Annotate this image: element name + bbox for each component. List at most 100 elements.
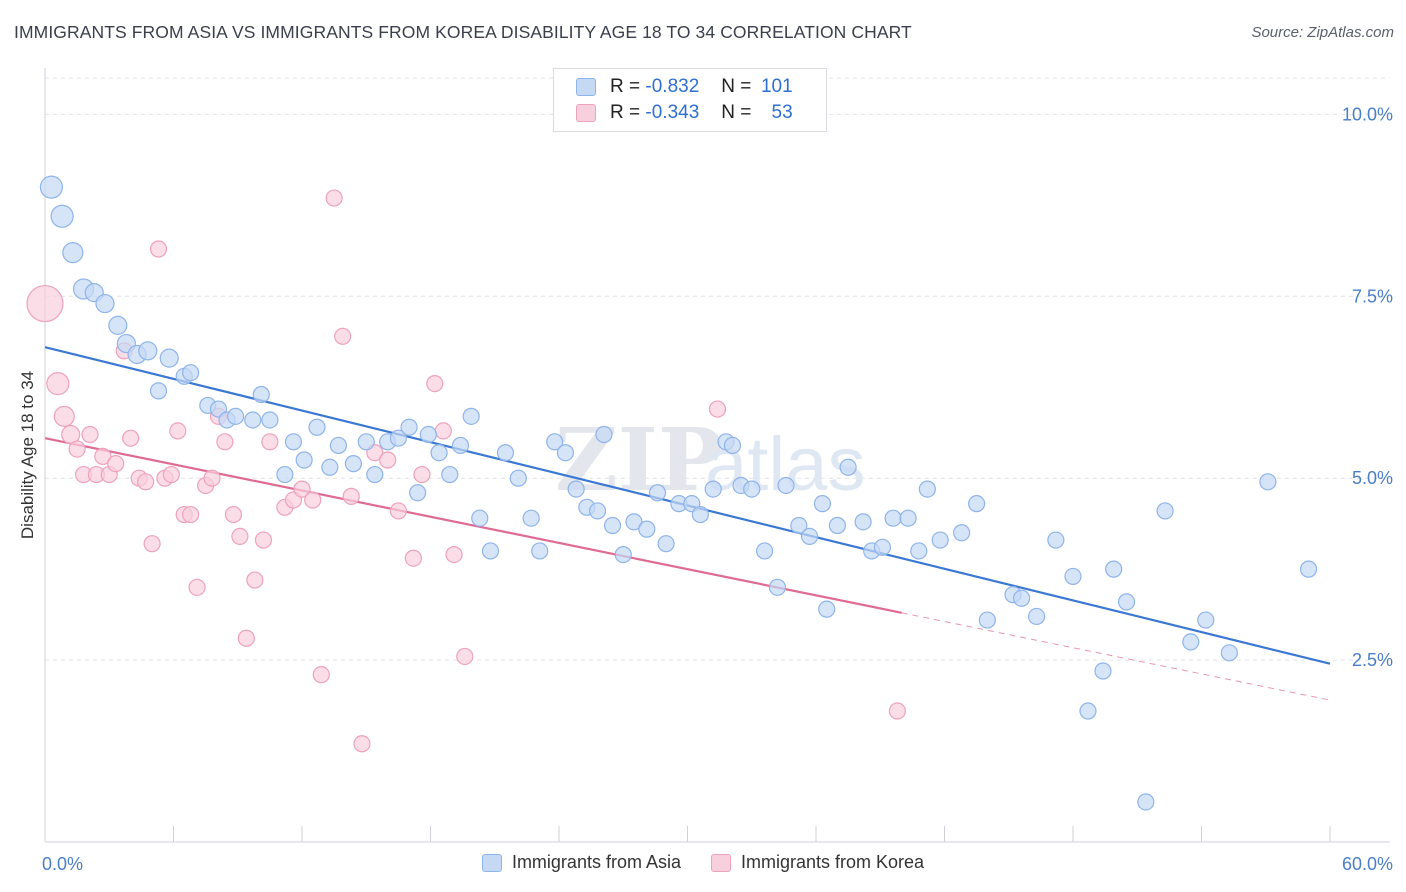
series-legend-label: Immigrants from Korea xyxy=(740,852,925,872)
data-point xyxy=(1079,702,1097,720)
trend-line-extension xyxy=(901,612,1331,701)
data-points xyxy=(26,175,1318,811)
data-point xyxy=(1182,633,1200,651)
data-point xyxy=(39,175,64,199)
data-point xyxy=(691,505,709,524)
data-point xyxy=(95,293,115,314)
data-point xyxy=(108,315,128,335)
data-point xyxy=(227,407,245,425)
legend-n-value: 101 xyxy=(760,76,793,97)
data-point xyxy=(1299,560,1318,578)
data-point xyxy=(68,440,86,458)
data-point xyxy=(1137,793,1155,811)
data-point xyxy=(426,375,444,393)
data-point xyxy=(1094,662,1112,680)
data-point xyxy=(252,385,270,404)
data-point xyxy=(638,520,656,538)
data-point xyxy=(531,542,549,560)
data-point xyxy=(790,516,808,535)
data-point xyxy=(122,429,140,447)
data-point xyxy=(614,545,632,564)
y-axis-label: Disability Age 18 to 34 xyxy=(18,371,37,539)
data-point xyxy=(723,436,742,455)
data-point xyxy=(813,495,832,513)
data-point xyxy=(46,372,70,396)
data-point xyxy=(800,527,819,546)
data-point xyxy=(603,516,622,535)
data-point xyxy=(342,487,360,505)
data-point xyxy=(216,433,234,451)
legend-swatch-korea xyxy=(576,104,596,122)
data-point xyxy=(107,455,125,473)
series-legend-asia: Immigrants from Asia xyxy=(481,852,681,873)
data-point xyxy=(884,509,902,527)
data-point xyxy=(522,509,540,527)
data-point xyxy=(94,447,112,465)
data-point xyxy=(777,476,795,495)
data-point xyxy=(496,444,515,462)
data-point xyxy=(419,425,437,444)
data-point xyxy=(828,516,847,535)
data-point xyxy=(854,513,872,531)
y-tick-label: 7.5% xyxy=(1352,286,1393,306)
data-point xyxy=(409,484,427,502)
data-point xyxy=(755,542,774,560)
data-point xyxy=(50,204,74,228)
data-point xyxy=(308,418,326,436)
data-point xyxy=(203,469,221,487)
legend-r-value: -0.832 xyxy=(645,76,700,97)
data-point xyxy=(284,433,303,451)
data-point xyxy=(379,451,397,469)
data-point xyxy=(334,327,352,345)
data-point xyxy=(595,425,613,444)
axis-labels: 2.5% 5.0% 7.5% 10.0% 0.0% 60.0% Disability Age… xyxy=(18,104,1393,874)
data-point xyxy=(389,502,407,520)
data-point xyxy=(413,465,431,484)
data-point xyxy=(143,535,161,553)
data-point xyxy=(400,418,418,436)
data-point xyxy=(434,422,452,440)
series-legend: Immigrants from Asia Immigrants from Kor… xyxy=(0,852,1406,873)
data-point xyxy=(149,382,168,400)
data-point xyxy=(931,531,949,549)
data-point xyxy=(244,411,262,429)
series-legend-korea: Immigrants from Korea xyxy=(710,852,925,873)
data-point xyxy=(910,542,928,560)
legend-n-label: N = xyxy=(721,102,752,123)
data-point xyxy=(62,242,84,264)
x-tick-label: 0.0% xyxy=(42,854,83,874)
y-tick-label: 2.5% xyxy=(1352,650,1393,670)
data-point xyxy=(81,425,99,444)
legend-n-value: 53 xyxy=(771,102,793,123)
data-point xyxy=(567,480,585,498)
data-point xyxy=(389,429,407,447)
data-point xyxy=(481,542,500,560)
trend-lines xyxy=(44,346,1331,701)
data-point xyxy=(188,578,206,596)
trend-line xyxy=(44,437,902,614)
data-point xyxy=(137,473,155,491)
data-point xyxy=(918,480,936,498)
data-point xyxy=(873,538,891,556)
data-point xyxy=(888,702,906,720)
y-tick-label: 10.0% xyxy=(1342,104,1393,124)
data-point xyxy=(818,600,836,618)
data-point xyxy=(1197,611,1215,629)
data-point xyxy=(312,666,330,684)
data-point xyxy=(276,465,294,484)
data-point xyxy=(839,458,857,476)
legend-row-asia: R = -0.832 N = 101 xyxy=(576,75,793,99)
data-point xyxy=(26,284,64,323)
data-point xyxy=(556,444,575,462)
data-point xyxy=(295,451,313,469)
data-point xyxy=(182,505,200,524)
legend-swatch-asia xyxy=(576,78,596,96)
data-point xyxy=(321,458,339,476)
data-point xyxy=(353,735,371,753)
data-point xyxy=(648,484,667,502)
legend-r-label: R = xyxy=(610,76,641,97)
data-point xyxy=(182,364,200,382)
data-point xyxy=(1064,567,1082,586)
legend-n-label: N = xyxy=(721,76,752,97)
